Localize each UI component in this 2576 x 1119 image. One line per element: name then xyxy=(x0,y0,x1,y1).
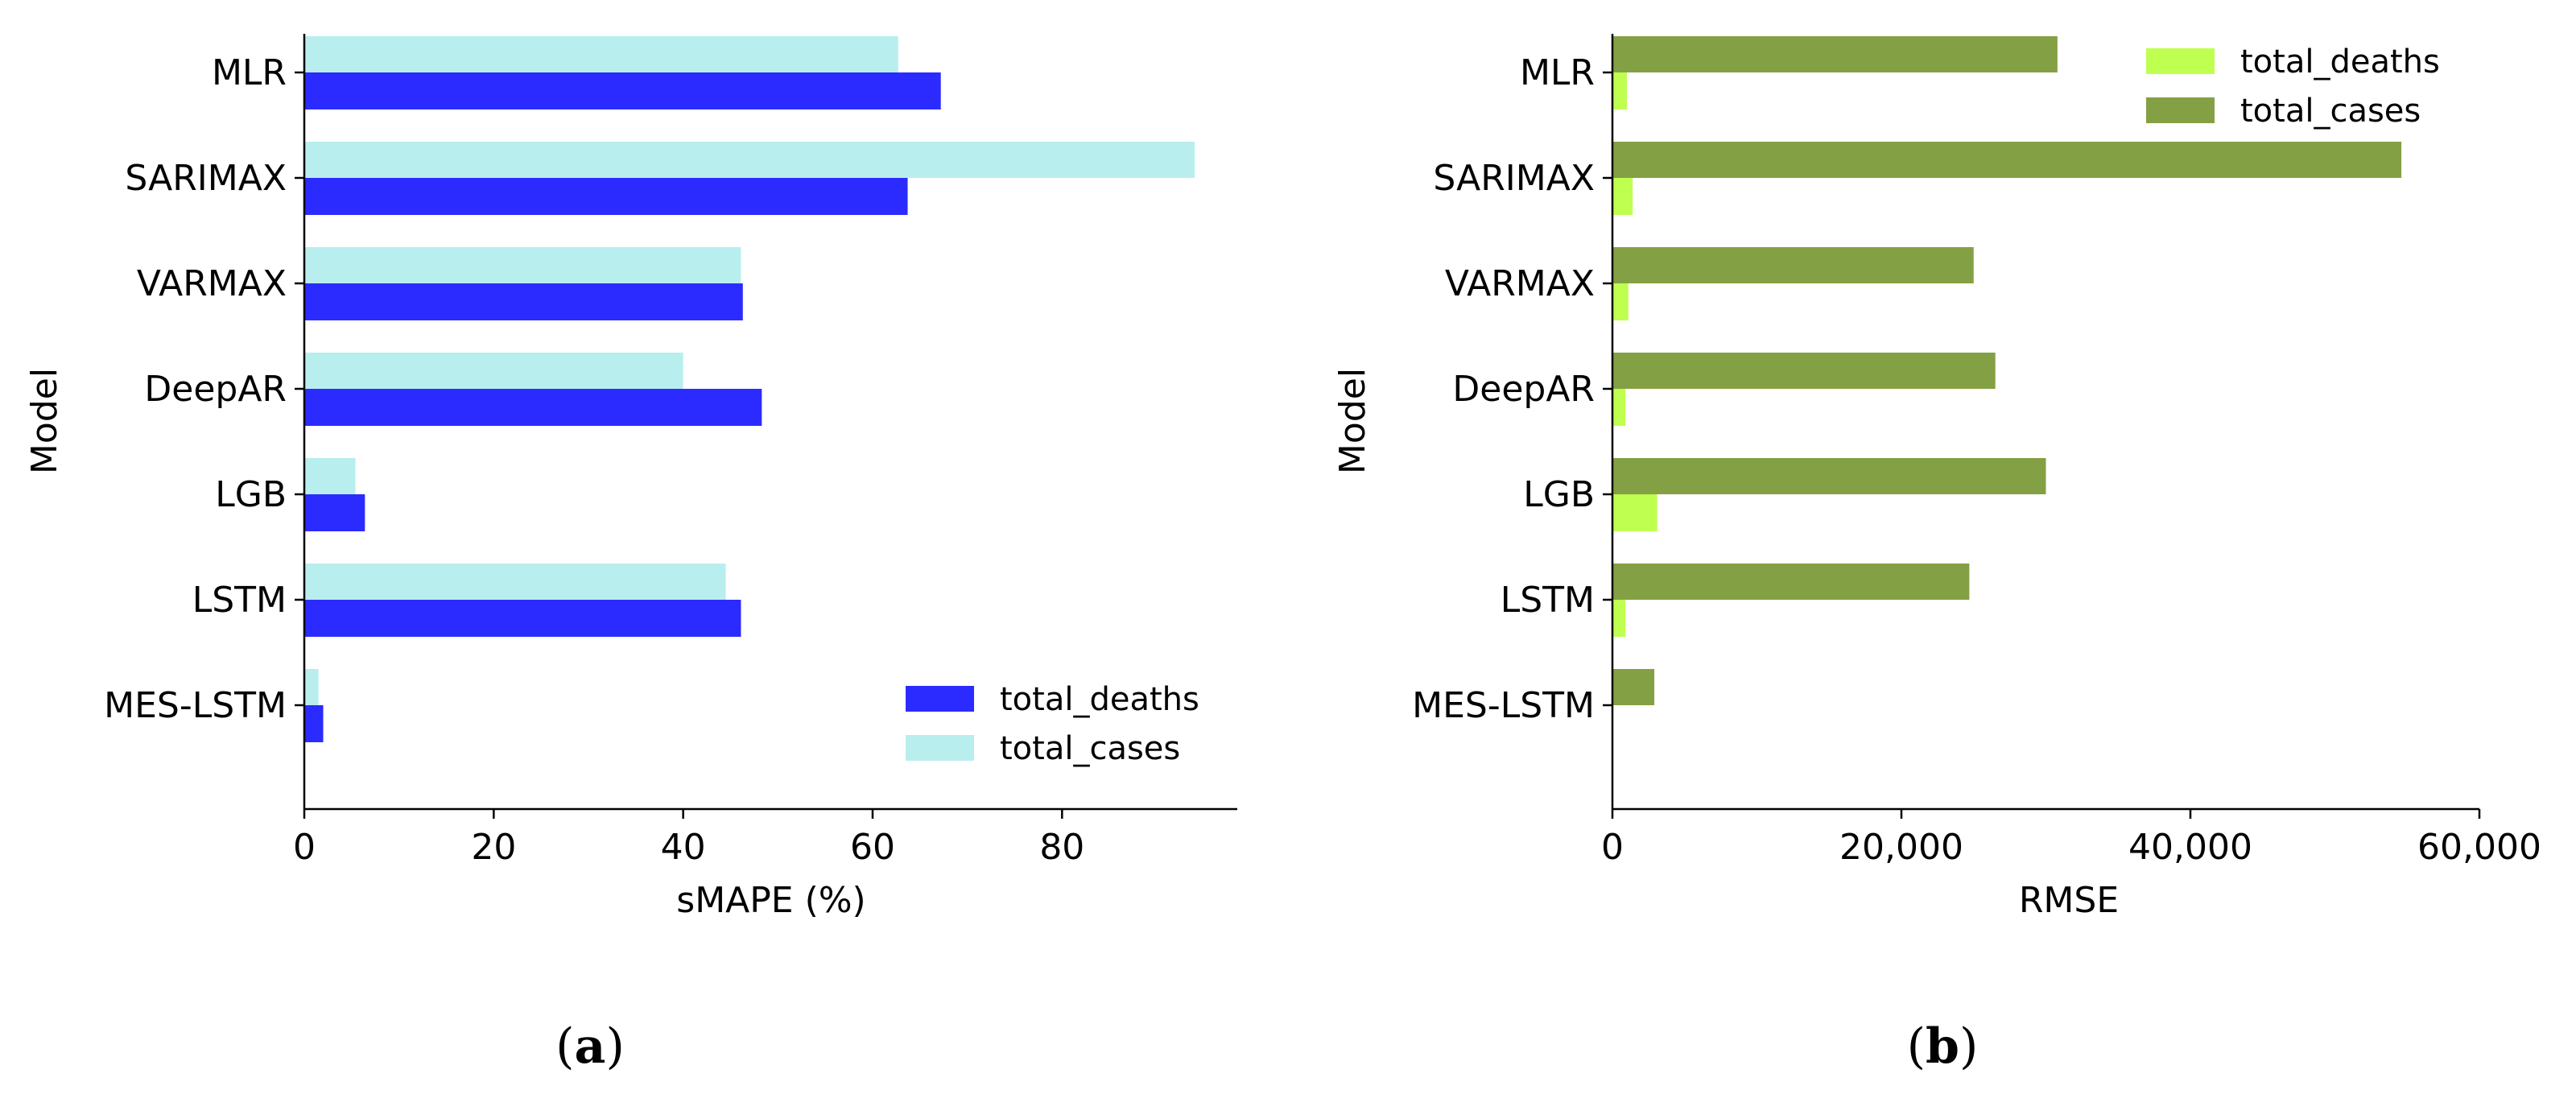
b-bar-total-cases-lstm xyxy=(1612,564,1970,600)
a-bar-total-cases-sarimax xyxy=(304,142,1195,178)
a-xtick-label: 40 xyxy=(661,827,706,868)
a-bar-total-deaths-sarimax xyxy=(304,178,908,215)
a-bar-total-cases-lstm xyxy=(304,564,726,600)
b-y-axis-title: Model xyxy=(1332,368,1373,474)
b-bar-total-cases-mlr xyxy=(1612,36,2058,72)
b-bar-total-cases-varmax xyxy=(1612,247,1974,283)
b-legend-label-total-cases: total_cases xyxy=(2240,93,2421,130)
a-ytick-label-mes-lstm: MES-LSTM xyxy=(104,685,287,726)
b-bar-total-deaths-sarimax xyxy=(1612,178,1633,215)
a-bar-total-deaths-mlr xyxy=(304,72,941,109)
a-bar-total-deaths-deepar xyxy=(304,389,762,426)
a-xtick-label: 80 xyxy=(1039,827,1084,868)
caption-a-letter: a xyxy=(575,1018,606,1075)
a-ytick-label-mlr: MLR xyxy=(212,52,287,93)
caption-b-open: ( xyxy=(1907,1018,1926,1075)
a-bar-total-deaths-lstm xyxy=(304,600,741,637)
a-xtick-label: 60 xyxy=(850,827,895,868)
b-xtick-label: 40,000 xyxy=(2128,827,2252,868)
a-ytick-label-deepar: DeepAR xyxy=(144,369,287,410)
a-legend-swatch-total-cases xyxy=(906,735,974,761)
panel-a-chart: MLR SARIMAX VARMAX DeepAR LGB LSTM MES-LSTM 0 20… xyxy=(24,34,1237,921)
b-xtick-label: 60,000 xyxy=(2417,827,2541,868)
b-bar-total-deaths-mlr xyxy=(1612,72,1627,109)
a-bar-total-deaths-mes-lstm xyxy=(304,705,324,742)
b-xtick-label: 0 xyxy=(1601,827,1624,868)
a-x-axis-title: sMAPE (%) xyxy=(676,880,865,921)
a-legend-swatch-total-deaths xyxy=(906,686,974,712)
a-bar-total-cases-lgb xyxy=(304,458,356,494)
b-bar-total-cases-mes-lstm xyxy=(1612,669,1655,705)
a-xtick-label: 20 xyxy=(471,827,516,868)
a-bar-total-deaths-lgb xyxy=(304,494,365,531)
a-xtick-label: 0 xyxy=(293,827,316,868)
caption-b-letter: b xyxy=(1926,1018,1959,1075)
a-ytick-label-lgb: LGB xyxy=(215,474,287,515)
caption-b: (b) xyxy=(1907,1018,1979,1075)
a-bar-total-cases-deepar xyxy=(304,353,683,389)
b-xtick-label: 20,000 xyxy=(1839,827,1963,868)
b-bar-total-cases-deepar xyxy=(1612,353,1996,389)
b-ytick-label-deepar: DeepAR xyxy=(1452,369,1595,410)
a-bar-total-cases-mlr xyxy=(304,36,898,72)
b-legend-swatch-total-deaths xyxy=(2146,48,2215,74)
b-ytick-label-lstm: LSTM xyxy=(1501,580,1595,621)
a-ytick-label-varmax: VARMAX xyxy=(137,263,287,304)
b-x-axis-title: RMSE xyxy=(2019,880,2119,921)
a-y-axis-title: Model xyxy=(24,368,65,474)
a-ytick-label-lstm: LSTM xyxy=(192,580,287,621)
b-ytick-label-mes-lstm: MES-LSTM xyxy=(1412,685,1595,726)
b-bar-total-deaths-lgb xyxy=(1612,494,1657,531)
panel-b-chart: MLR SARIMAX VARMAX DeepAR LGB LSTM MES-LSTM 0 20… xyxy=(1332,34,2541,921)
b-ytick-label-mlr: MLR xyxy=(1520,52,1595,93)
b-legend-label-total-deaths: total_deaths xyxy=(2240,43,2440,81)
b-bar-total-cases-lgb xyxy=(1612,458,2046,494)
b-ytick-label-varmax: VARMAX xyxy=(1445,263,1595,304)
b-bar-total-deaths-lstm xyxy=(1612,600,1626,637)
b-bar-total-deaths-deepar xyxy=(1612,389,1626,426)
b-bar-total-deaths-varmax xyxy=(1612,283,1629,320)
caption-b-close: ) xyxy=(1959,1018,1978,1075)
b-ytick-label-lgb: LGB xyxy=(1523,474,1595,515)
caption-a-open: ( xyxy=(555,1018,574,1075)
caption-a: (a) xyxy=(555,1018,625,1075)
a-legend-label-total-cases: total_cases xyxy=(1000,730,1180,767)
a-ytick-label-sarimax: SARIMAX xyxy=(125,158,287,199)
b-legend-swatch-total-cases xyxy=(2146,97,2215,123)
caption-a-close: ) xyxy=(605,1018,624,1075)
b-bar-total-cases-sarimax xyxy=(1612,142,2402,178)
a-bar-total-cases-varmax xyxy=(304,247,741,283)
a-legend-label-total-deaths: total_deaths xyxy=(1000,681,1199,718)
a-bar-total-deaths-varmax xyxy=(304,283,743,320)
b-ytick-label-sarimax: SARIMAX xyxy=(1433,158,1595,199)
a-bar-total-cases-mes-lstm xyxy=(304,669,319,705)
